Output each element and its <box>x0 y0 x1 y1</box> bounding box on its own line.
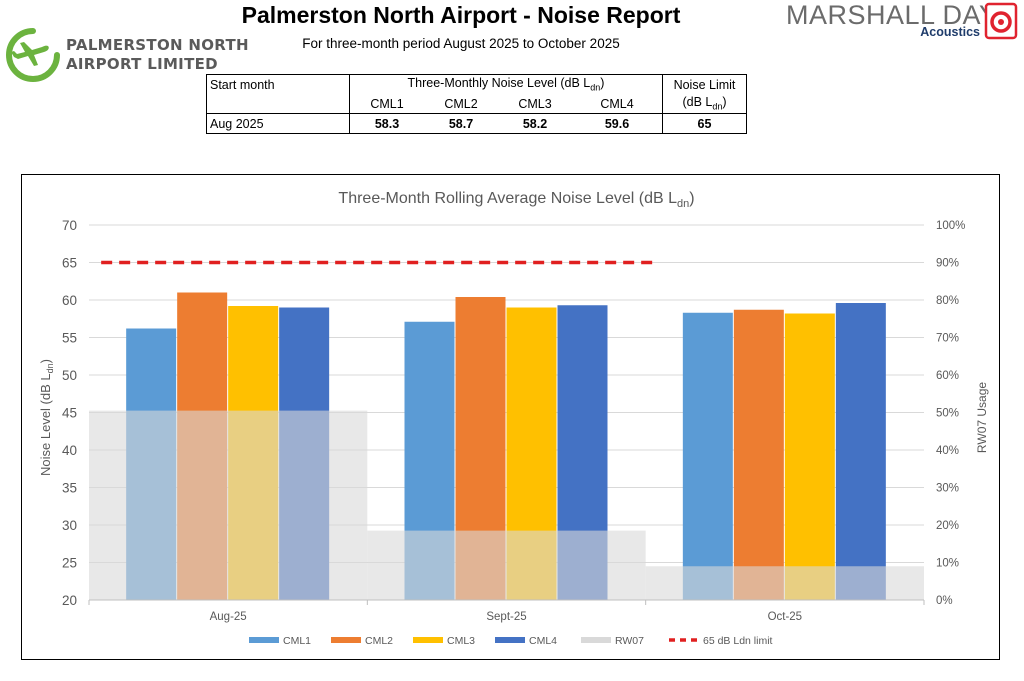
y2-tick-label: 90% <box>936 258 959 270</box>
x-tick-label: Oct-25 <box>768 611 803 623</box>
bar-rw07-0 <box>89 410 368 600</box>
x-tick-label: Sept-25 <box>486 611 526 623</box>
legend-swatch-cml3 <box>413 637 443 643</box>
noise-level-chart: Three-Month Rolling Average Noise Level … <box>38 190 989 647</box>
airplane-circle-icon <box>6 28 60 82</box>
legend-swatch-rw07 <box>581 637 611 643</box>
y-tick-label: 45 <box>62 406 77 421</box>
cml4-value: 59.6 <box>572 113 663 134</box>
start-month-header: Start month <box>206 74 350 94</box>
y-tick-label: 30 <box>62 518 77 533</box>
acoustics-text: Acoustics <box>920 25 980 39</box>
noise-limit-unit: (dB Ldn) <box>662 94 747 114</box>
y2-tick-label: 0% <box>936 595 953 607</box>
y2-tick-label: 30% <box>936 483 959 495</box>
cml3-value: 58.2 <box>498 113 572 134</box>
y-tick-label: 20 <box>62 593 77 608</box>
bar-rw07-2 <box>645 566 924 600</box>
noise-limit-value: 65 <box>662 113 747 134</box>
chart-title: Three-Month Rolling Average Noise Level … <box>338 190 694 210</box>
cml1-value: 58.3 <box>349 113 424 134</box>
legend-label: RW07 <box>615 635 644 647</box>
noise-summary-table: Start month Three-Monthly Noise Level (d… <box>206 74 747 134</box>
y-tick-label: 40 <box>62 443 77 458</box>
y-tick-label: 60 <box>62 293 77 308</box>
marshall-day-brand-text: MARSHALL DAY <box>786 0 998 30</box>
y2-axis-label: RW07 Usage <box>975 382 989 453</box>
bar-cml3-2 <box>784 313 835 600</box>
legend-label: CML1 <box>283 635 311 647</box>
y2-tick-label: 20% <box>936 520 959 532</box>
bar-cml4-2 <box>835 303 886 600</box>
cml1-header: CML1 <box>349 94 424 114</box>
y2-tick-label: 40% <box>936 445 959 457</box>
row-month: Aug 2025 <box>206 113 350 134</box>
y2-tick-label: 60% <box>936 370 959 382</box>
cml3-header: CML3 <box>518 96 552 111</box>
bar-cml2-2 <box>733 309 784 600</box>
x-tick-label: Aug-25 <box>210 611 247 623</box>
logo-text-line2: AIRPORT LIMITED <box>66 55 218 73</box>
y2-tick-label: 70% <box>936 333 959 345</box>
y2-tick-label: 100% <box>936 220 965 232</box>
legend-label: CML3 <box>447 635 475 647</box>
legend-label: CML2 <box>365 635 393 647</box>
report-subtitle: For three-month period August 2025 to Oc… <box>302 36 620 51</box>
noise-level-header: Three-Monthly Noise Level (dB Ldn) <box>349 74 663 94</box>
legend-swatch-cml4 <box>495 637 525 643</box>
cml2-value: 58.7 <box>424 113 498 134</box>
bar-rw07-1 <box>367 530 646 600</box>
y-tick-label: 50 <box>62 368 77 383</box>
y-tick-label: 25 <box>62 556 77 571</box>
legend-label: CML4 <box>529 635 557 647</box>
legend-swatch-cml2 <box>331 637 361 643</box>
y-tick-label: 35 <box>62 481 77 496</box>
logo-text-line1: PALMERSTON NORTH <box>66 36 249 54</box>
marshall-day-logo: MARSHALL DAY Acoustics <box>784 0 1020 44</box>
marshall-day-mark-icon <box>984 2 1018 40</box>
y2-tick-label: 80% <box>936 295 959 307</box>
y2-tick-label: 50% <box>936 408 959 420</box>
y2-tick-label: 10% <box>936 558 959 570</box>
noise-limit-header: Noise Limit <box>662 74 747 94</box>
palmerston-north-airport-logo: PALMERSTON NORTH AIRPORT LIMITED <box>4 26 249 86</box>
cml4-header: CML4 <box>600 96 634 111</box>
y-tick-label: 70 <box>62 218 77 233</box>
report-title: Palmerston North Airport - Noise Report <box>241 2 681 28</box>
legend-label: 65 dB Ldn limit <box>703 635 773 647</box>
cml2-header: CML2 <box>444 96 478 111</box>
y-tick-label: 65 <box>62 256 77 271</box>
y-tick-label: 55 <box>62 331 77 346</box>
noise-chart-frame: Three-Month Rolling Average Noise Level … <box>21 174 1000 660</box>
legend-swatch-cml1 <box>249 637 279 643</box>
y-axis-label: Noise Level (dB Ldn) <box>38 359 55 476</box>
bar-cml1-2 <box>682 312 733 600</box>
